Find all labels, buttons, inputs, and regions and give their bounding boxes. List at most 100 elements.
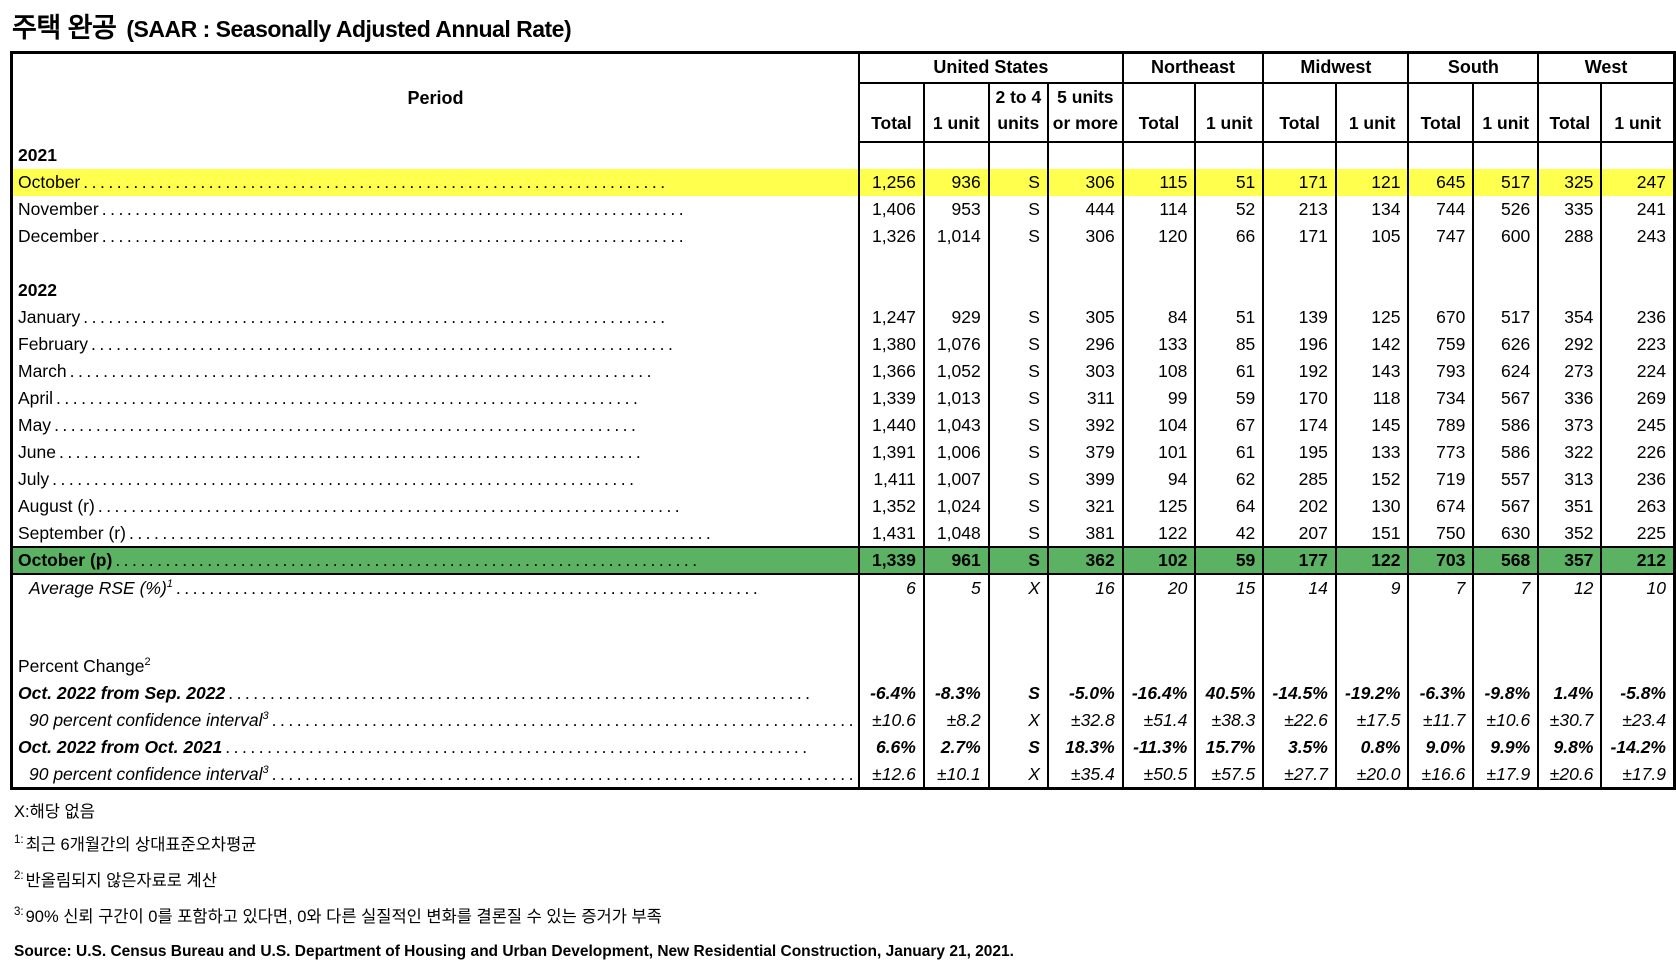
value-cell: -5.8% xyxy=(1600,680,1675,707)
column-header-1-unit: 1 unit xyxy=(1472,82,1539,143)
value-cell: 61 xyxy=(1194,358,1264,385)
row-label-wrap: Percent Change2 xyxy=(13,656,858,676)
value-cell: 15.7% xyxy=(1194,734,1264,761)
value-cell: ±22.6 xyxy=(1262,707,1336,734)
value-cell: 1,391 xyxy=(857,439,924,466)
value-cell: 645 xyxy=(1407,169,1474,196)
value-cell: ±30.7 xyxy=(1537,707,1602,734)
value-cell: 18.3% xyxy=(1046,734,1123,761)
value-cell xyxy=(1194,250,1264,277)
column-header-5-units-or-more: 5 units or more xyxy=(1046,82,1123,143)
value-cell: 125 xyxy=(1334,304,1409,331)
table-row-2022: 2022 xyxy=(12,277,1675,304)
value-cell xyxy=(857,653,924,680)
value-cell: 1,326 xyxy=(857,223,924,250)
value-cell: ±50.5 xyxy=(1121,761,1196,788)
value-cell: 1,247 xyxy=(857,304,924,331)
value-cell: S xyxy=(987,734,1048,761)
value-cell: 7 xyxy=(1407,574,1474,601)
value-cell xyxy=(1407,601,1474,653)
value-cell: 1,006 xyxy=(922,439,989,466)
value-cell: 94 xyxy=(1121,466,1196,493)
value-cell xyxy=(1600,142,1675,169)
group-header-united-states: United States xyxy=(857,52,1123,84)
table-row-february: February1,3801,076S296133851961427596262… xyxy=(12,331,1675,358)
row-label-text: August (r) xyxy=(18,496,95,517)
group-header-west: West xyxy=(1537,52,1675,84)
column-header-line: 1 unit xyxy=(1205,112,1253,133)
value-cell: -14.5% xyxy=(1262,680,1336,707)
value-cell: 64 xyxy=(1194,493,1264,520)
column-header-2-to-4-units: 2 to 4 units xyxy=(987,82,1048,143)
row-label: October xyxy=(11,169,859,196)
value-cell: 929 xyxy=(922,304,989,331)
row-label-text: Oct. 2022 from Oct. 2021 xyxy=(18,737,223,758)
value-cell xyxy=(987,653,1048,680)
value-cell xyxy=(987,277,1048,304)
value-cell xyxy=(1472,250,1539,277)
value-cell: 1,352 xyxy=(857,493,924,520)
row-label-wrap: January xyxy=(13,307,858,327)
value-cell: 177 xyxy=(1262,546,1336,575)
value-cell: 139 xyxy=(1262,304,1336,331)
value-cell: 296 xyxy=(1046,331,1123,358)
row-label-wrap: December xyxy=(13,226,858,246)
value-cell xyxy=(1472,601,1539,653)
value-cell xyxy=(1194,277,1264,304)
row-label-wrap: March xyxy=(13,361,858,381)
table-row-september-r: September (r) 1,4311,048S3811224220715175… xyxy=(12,520,1675,547)
row-label: April xyxy=(12,385,859,412)
value-cell: 6 xyxy=(857,574,924,601)
value-cell: 133 xyxy=(1121,331,1196,358)
value-cell xyxy=(1407,277,1474,304)
value-cell: ±16.6 xyxy=(1407,761,1474,788)
value-cell: X xyxy=(987,574,1048,601)
footnote-text: 최근 6개월간의 상대표준오차평균 xyxy=(25,835,257,854)
row-label: 2021 xyxy=(12,142,859,169)
value-cell: 142 xyxy=(1334,331,1409,358)
value-cell: S xyxy=(987,680,1048,707)
value-cell: 674 xyxy=(1407,493,1474,520)
header-subcolumn-row: Total 1 unit 2 to 4 units 5 units or more Tota… xyxy=(12,82,1675,143)
table-row-2021: 2021 xyxy=(12,142,1675,169)
value-cell: 624 xyxy=(1472,358,1539,385)
value-cell: S xyxy=(987,358,1048,385)
column-header-total: Total xyxy=(1121,82,1196,143)
group-header-midwest: Midwest xyxy=(1262,52,1409,84)
value-cell: 1,440 xyxy=(857,412,924,439)
row-label: December xyxy=(12,223,859,250)
row-label: September (r) xyxy=(12,520,859,547)
dot-leader xyxy=(83,172,857,192)
value-cell: 9.0% xyxy=(1407,734,1474,761)
dot-leader xyxy=(56,388,857,408)
value-cell: 744 xyxy=(1407,196,1474,223)
row-label-wrap: 90 percent confidence interval3 xyxy=(13,764,858,784)
row-label xyxy=(12,601,859,653)
value-cell: X xyxy=(987,761,1048,788)
value-cell: 3.5% xyxy=(1262,734,1336,761)
value-cell xyxy=(1334,142,1409,169)
value-cell: 306 xyxy=(1046,223,1123,250)
value-cell xyxy=(922,142,989,169)
table-row-blank xyxy=(12,250,1675,277)
value-cell: 351 xyxy=(1537,493,1602,520)
value-cell: 192 xyxy=(1262,358,1336,385)
value-cell xyxy=(922,601,989,653)
value-cell: 288 xyxy=(1537,223,1602,250)
value-cell: 773 xyxy=(1407,439,1474,466)
value-cell: ±17.9 xyxy=(1472,761,1539,788)
row-label-superscript: 2 xyxy=(144,656,151,669)
value-cell: 357 xyxy=(1537,546,1602,575)
value-cell: 115 xyxy=(1121,169,1196,196)
table-header: Period United States Northeast Midwest South… xyxy=(11,52,1675,143)
value-cell xyxy=(922,653,989,680)
value-cell: 1,076 xyxy=(922,331,989,358)
value-cell: 125 xyxy=(1121,493,1196,520)
value-cell xyxy=(1537,142,1602,169)
value-cell: -5.0% xyxy=(1046,680,1123,707)
table-row-january: January 1,247929S305845113912567051735423… xyxy=(12,304,1675,331)
column-header-line: 1 unit xyxy=(1482,112,1530,133)
row-label: 90 percent confidence interval3 xyxy=(12,761,859,788)
value-cell: 14 xyxy=(1262,574,1336,601)
